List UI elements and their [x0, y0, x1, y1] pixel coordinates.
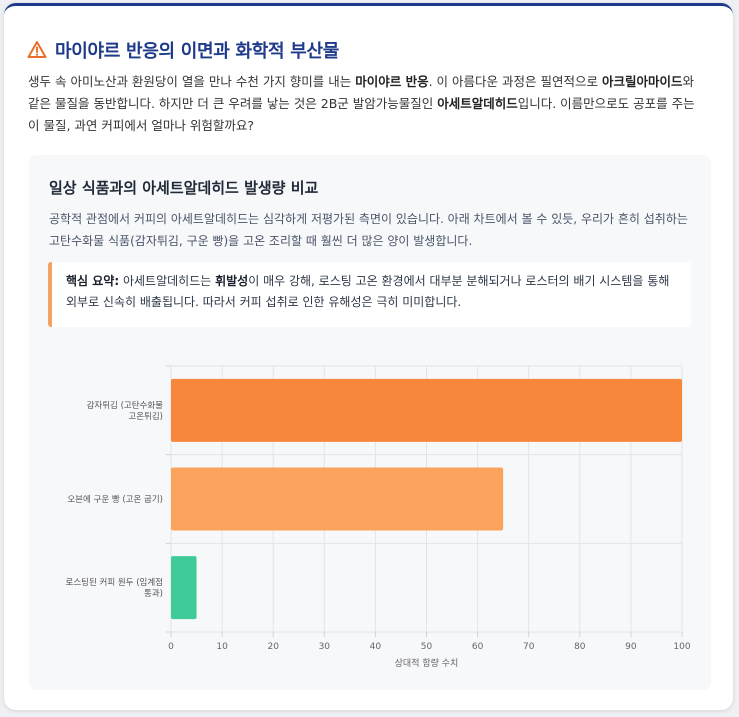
callout-bold-volatility: 휘발성 [215, 274, 249, 288]
x-tick-label: 70 [523, 642, 535, 652]
intro-bold-maillard: 마이야르 반응 [355, 74, 429, 89]
x-axis-title: 상대적 함량 수치 [395, 657, 459, 669]
intro-paragraph: 생두 속 아미노산과 환원당이 열을 만나 수천 가지 향미를 내는 마이야르 … [28, 71, 708, 137]
callout-label: 핵심 요약: [66, 274, 120, 288]
bar [171, 467, 504, 531]
main-card: 마이야르 반응의 이면과 화학적 부산물 생두 속 아미노산과 환원당이 열을 … [4, 3, 733, 710]
page-title: 마이야르 반응의 이면과 화학적 부산물 [55, 41, 340, 62]
x-tick-label: 30 [319, 642, 331, 652]
intro-text-4: 입니다. 이름만으로도 공포를 주는 이 물질, 과연 커피에서 얼마나 위험할… [28, 96, 695, 133]
x-tick-label: 80 [574, 642, 586, 652]
x-tick-label: 60 [472, 642, 484, 652]
x-tick-label: 40 [370, 642, 382, 652]
panel-title: 일상 식품과의 아세트알데히드 발생량 비교 [49, 179, 319, 197]
panel-description: 공학적 관점에서 커피의 아세트알데히드는 심각하게 저평가된 측면이 있습니다… [49, 212, 688, 248]
intro-text-1: 생두 속 아미노산과 환원당이 열을 만나 수천 가지 향미를 내는 [28, 74, 356, 89]
title-row: 마이야르 반응의 이면과 화학적 부산물 [27, 37, 339, 63]
callout-text-2: 이 매우 강해, 로스팅 고온 환경에서 대부분 분해되거나 로스터의 배기 시… [66, 274, 670, 309]
x-tick-label: 10 [216, 642, 228, 652]
bar [171, 378, 682, 442]
intro-text-2: . 이 아름다운 과정은 필연적으로 [428, 74, 602, 89]
bar [171, 556, 197, 620]
intro-bold-acrylamide: 아크릴아마이드 [601, 74, 683, 89]
category-label: 통과) [144, 589, 163, 599]
x-tick-label: 0 [168, 642, 174, 652]
comparison-panel: 일상 식품과의 아세트알데히드 발생량 비교 공학적 관점에서 커피의 아세트알… [29, 155, 711, 690]
key-summary-callout: 핵심 요약: 아세트알데히드는 휘발성이 매우 강해, 로스팅 고온 환경에서 … [48, 262, 691, 327]
intro-text-3: 와 같은 물질을 동반합니다. 하지만 더 큰 우려를 낳는 것은 2B군 발암… [28, 74, 694, 111]
callout-text-1: 아세트알데히드는 [119, 274, 216, 288]
category-label: 고온튀김) [128, 411, 163, 422]
x-tick-label: 20 [267, 642, 279, 652]
x-tick-label: 100 [673, 642, 690, 652]
category-label: 오븐에 구운 빵 (고온 굽기) [67, 494, 163, 505]
intro-bold-acetaldehyde: 아세트알데히드 [437, 96, 518, 111]
category-label: 로스팅된 커피 원두 (임계점 [66, 577, 163, 588]
category-label: 감자튀김 (고탄수화물 [87, 400, 164, 411]
warning-triangle-icon [27, 40, 47, 60]
x-tick-label: 50 [421, 642, 433, 652]
x-tick-label: 90 [625, 642, 637, 652]
